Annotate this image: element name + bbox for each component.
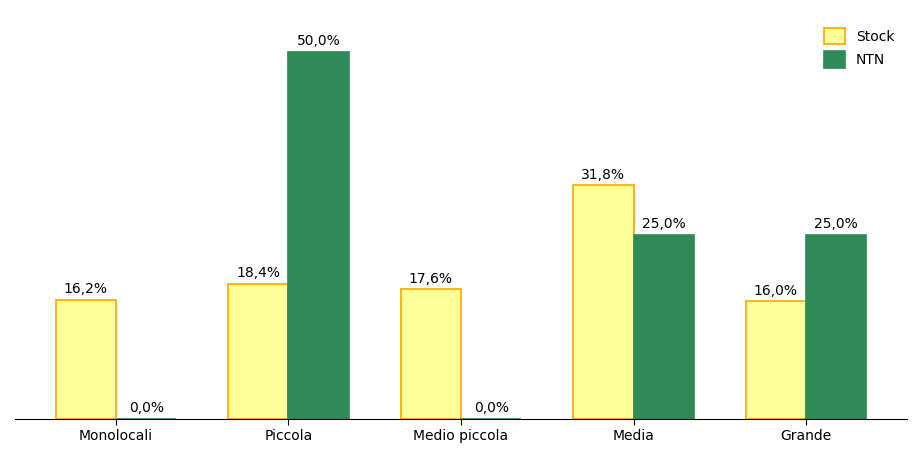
Text: 0,0%: 0,0% <box>129 401 163 415</box>
Bar <box>573 185 633 419</box>
Text: 18,4%: 18,4% <box>236 266 280 280</box>
Text: 25,0%: 25,0% <box>642 218 686 231</box>
Bar <box>401 289 461 419</box>
Text: 16,2%: 16,2% <box>64 282 108 296</box>
Text: 16,0%: 16,0% <box>754 284 798 298</box>
Bar <box>746 301 806 419</box>
Text: 50,0%: 50,0% <box>297 34 340 48</box>
Bar <box>633 235 694 419</box>
Bar <box>289 52 349 419</box>
Text: 25,0%: 25,0% <box>814 218 858 231</box>
Bar <box>806 235 867 419</box>
Legend: Stock, NTN: Stock, NTN <box>819 22 900 74</box>
Bar <box>228 284 289 419</box>
Text: 17,6%: 17,6% <box>408 272 453 286</box>
Bar <box>55 300 116 419</box>
Text: 31,8%: 31,8% <box>582 168 625 181</box>
Text: 0,0%: 0,0% <box>474 401 509 415</box>
